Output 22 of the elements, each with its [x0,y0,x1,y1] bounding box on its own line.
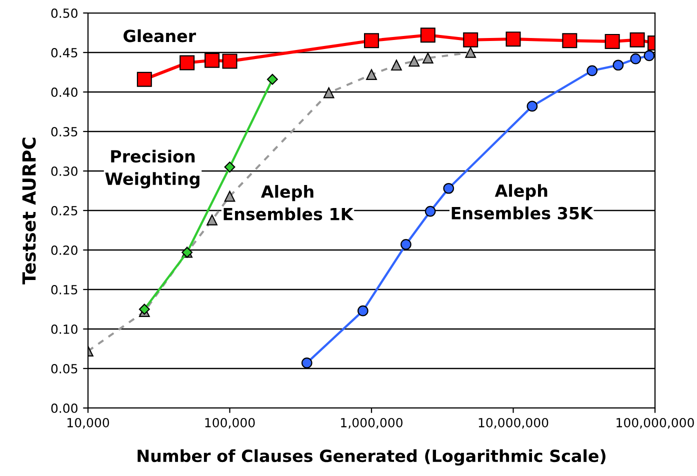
x-tick-label: 10,000 [68,418,110,429]
y-tick-label: 0.50 [51,8,78,18]
y-tick-label: 0.35 [51,126,78,136]
y-axis-title: Testset AURPC [22,138,36,284]
x-tick-label: 10,000,000 [478,418,548,429]
y-tick-label: 0.45 [51,48,78,58]
y-tick-label: 0.40 [51,87,78,97]
x-axis-title: Number of Clauses Generated (Logarithmic Scale) [138,449,606,466]
y-tick-label: 0.00 [51,403,78,413]
x-tick-label: 1,000,000 [341,418,402,429]
y-tick-label: 0.10 [51,324,78,334]
y-tick-label: 0.30 [51,166,78,176]
y-tick-label: 0.05 [51,364,78,374]
series-label: Gleaner [124,29,196,42]
series-label: Aleph Ensembles 35K [452,184,594,220]
series-label: Aleph Ensembles 1K [224,184,354,220]
y-tick-label: 0.15 [51,284,78,294]
y-tick-label: 0.25 [51,206,78,216]
x-tick-label: 100,000 [205,418,255,429]
series-label: Precision Weighting [105,150,200,188]
x-tick-label: 100,000,000 [616,418,694,429]
y-tick-label: 0.20 [51,245,78,255]
